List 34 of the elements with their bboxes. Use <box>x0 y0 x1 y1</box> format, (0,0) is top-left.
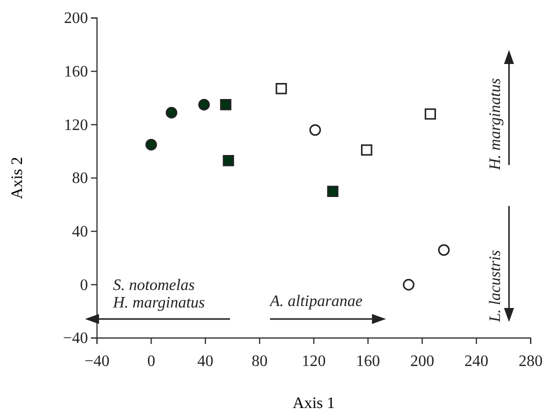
y-tick-label: 160 <box>64 63 88 80</box>
point <box>145 138 157 150</box>
x-tick-label: 80 <box>252 353 268 370</box>
y-tick-label: 0 <box>80 276 88 294</box>
x-tick-label: 40 <box>197 353 214 370</box>
point <box>276 83 287 94</box>
x-axis-title: Axis 1 <box>292 395 335 412</box>
point <box>438 244 450 256</box>
point <box>327 186 338 197</box>
point <box>309 124 321 136</box>
x-tick-label: 160 <box>356 353 380 370</box>
point <box>402 278 414 290</box>
annotation: L. lacustris <box>487 250 504 323</box>
x-tick-label: 120 <box>302 353 326 370</box>
x-tick-label: 240 <box>464 353 488 370</box>
y-tick-label: 80 <box>72 170 88 188</box>
y-tick-label: 200 <box>64 10 88 28</box>
x-tick-label: 200 <box>410 353 434 370</box>
y-tick-label: 40 <box>72 223 88 240</box>
point <box>166 106 178 118</box>
x-tick-label: 0 <box>147 353 156 370</box>
y-axis-title: Axis 2 <box>9 156 26 200</box>
y-tick-label: 120 <box>64 116 88 134</box>
annotation: H. marginatus <box>487 78 504 171</box>
x-tick-label: 280 <box>518 353 543 370</box>
point <box>361 144 372 156</box>
point <box>222 155 234 166</box>
x-tick-label: −40 <box>84 353 110 370</box>
point <box>424 108 436 120</box>
point <box>220 99 232 110</box>
annotation: S. notomelas H. marginatus <box>112 277 205 312</box>
y-tick-label: −40 <box>62 330 88 348</box>
point <box>198 98 210 110</box>
annotation: A. altiparanae <box>269 293 362 310</box>
